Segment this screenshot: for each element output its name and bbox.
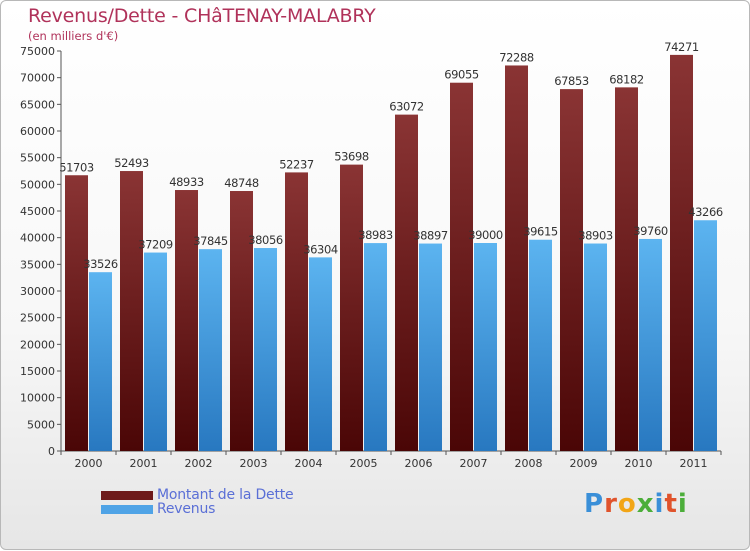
legend-item-revenus: Revenus	[101, 501, 216, 517]
bar-dette	[395, 114, 418, 451]
data-label: 68182	[609, 72, 644, 86]
data-label: 33526	[83, 257, 118, 271]
y-tick-label: 60000	[20, 125, 55, 138]
bar-revenus	[254, 248, 277, 451]
bar-revenus	[419, 243, 442, 451]
data-label: 48748	[224, 176, 259, 190]
bar-revenus	[89, 272, 112, 451]
logo-letter: i	[677, 489, 688, 519]
x-tick-label: 2005	[350, 457, 378, 470]
y-tick-label: 25000	[20, 312, 55, 325]
chart-title: Revenus/Dette - CHâTENAY-MALABRY	[28, 5, 376, 27]
y-tick-label: 70000	[20, 72, 55, 85]
bar-dette	[615, 87, 638, 451]
y-tick-label: 40000	[20, 232, 55, 245]
legend-label-revenus: Revenus	[157, 501, 216, 517]
bar-revenus	[584, 243, 607, 451]
x-tick-label: 2006	[405, 457, 433, 470]
data-label: 39615	[523, 225, 558, 239]
bar-dette	[340, 164, 363, 452]
x-tick-label: 2002	[185, 457, 213, 470]
data-label: 36304	[303, 242, 338, 256]
y-tick-label: 10000	[20, 392, 55, 405]
data-label: 37209	[138, 238, 173, 252]
x-tick-label: 2003	[240, 457, 268, 470]
bar-dette	[230, 191, 253, 451]
data-label: 63072	[389, 100, 424, 114]
y-tick-label: 50000	[20, 178, 55, 191]
data-label: 38903	[578, 229, 613, 243]
data-label: 69055	[444, 68, 479, 82]
bar-dette	[65, 175, 88, 451]
bar-revenus	[694, 220, 717, 451]
y-tick-label: 45000	[20, 205, 55, 218]
y-tick-label: 65000	[20, 98, 55, 111]
logo-letter: x	[636, 489, 655, 519]
bar-dette	[175, 190, 198, 452]
bar-revenus	[309, 257, 332, 451]
y-tick-label: 15000	[20, 365, 55, 378]
logo-letter: o	[617, 489, 637, 519]
bar-revenus	[364, 243, 387, 451]
data-label: 52237	[279, 157, 314, 171]
bar-dette	[670, 54, 693, 451]
data-label: 72288	[499, 50, 534, 64]
y-tick-label: 55000	[20, 152, 55, 165]
bar-dette	[560, 89, 583, 451]
data-label: 52493	[114, 156, 149, 170]
data-label: 53698	[334, 150, 369, 164]
data-label: 67853	[554, 74, 589, 88]
bar-revenus	[199, 249, 222, 451]
data-label: 74271	[664, 40, 699, 54]
x-tick-label: 2001	[130, 457, 158, 470]
data-label: 38983	[358, 228, 393, 242]
y-tick-label: 20000	[20, 338, 55, 351]
y-tick-label: 5000	[27, 418, 55, 431]
legend-item-debt: Montant de la Dette	[101, 487, 294, 503]
bar-dette	[450, 82, 473, 451]
legend-swatch-debt	[101, 490, 153, 500]
x-tick-label: 2011	[680, 457, 708, 470]
y-tick-label: 75000	[20, 45, 55, 58]
logo-letter: t	[664, 489, 678, 519]
x-tick-label: 2000	[75, 457, 103, 470]
legend-label-debt: Montant de la Dette	[157, 487, 294, 503]
bar-revenus	[529, 239, 552, 451]
x-tick-label: 2010	[625, 457, 653, 470]
x-tick-label: 2008	[515, 457, 543, 470]
bar-revenus	[144, 252, 167, 451]
data-label: 39760	[633, 224, 668, 238]
chart-subtitle: (en milliers d'€)	[28, 29, 119, 43]
logo-letter: r	[604, 489, 618, 519]
legend-swatch-revenus	[101, 504, 153, 514]
data-label: 39000	[468, 228, 503, 242]
logo-letter: P	[584, 489, 605, 519]
data-label: 38056	[248, 233, 283, 247]
x-tick-label: 2004	[295, 457, 323, 470]
x-tick-label: 2009	[570, 457, 598, 470]
y-tick-label: 30000	[20, 285, 55, 298]
bar-revenus	[474, 243, 497, 451]
proxiti-logo: Proxiti	[584, 489, 688, 519]
data-label: 43266	[688, 205, 723, 219]
logo-letter: i	[654, 489, 665, 519]
data-label: 48933	[169, 175, 204, 189]
data-label: 37845	[193, 234, 228, 248]
bar-dette	[505, 65, 528, 452]
bar-dette	[120, 171, 143, 451]
y-tick-label: 0	[48, 445, 55, 458]
data-label: 38897	[413, 229, 448, 243]
x-tick-label: 2007	[460, 457, 488, 470]
y-tick-label: 35000	[20, 258, 55, 271]
data-label: 51703	[59, 160, 94, 174]
bar-revenus	[639, 238, 662, 451]
bar-dette	[285, 172, 308, 452]
